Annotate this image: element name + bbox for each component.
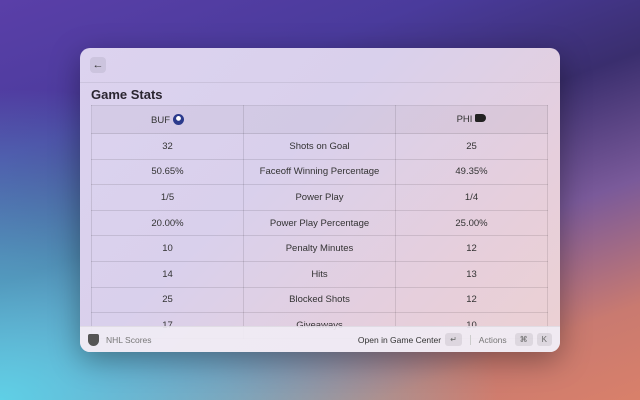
app-name: NHL Scores (106, 334, 152, 345)
table-row: 50.65% Faceoff Winning Percentage 49.35% (91, 158, 548, 186)
open-game-center-button[interactable]: Open in Game Center (357, 334, 442, 345)
cell-away: 25.00% (395, 209, 548, 237)
cell-away: 12 (395, 235, 548, 262)
table-row: 10 Penalty Minutes 12 (91, 235, 548, 262)
table-row: 14 Hits 13 (91, 260, 548, 288)
flyers-logo-icon (475, 114, 487, 122)
window: ← Game Stats BUF PHI 32 Shots on Goal 25 50… (80, 48, 560, 352)
cell-home: 25 (91, 286, 244, 314)
nhl-logo-icon (88, 333, 99, 346)
cell-stat: Power Play (243, 184, 396, 211)
table-row: 20.00% Power Play Percentage 25.00% (91, 209, 548, 237)
cell-home: 10 (91, 235, 244, 262)
cell-home: 32 (91, 133, 244, 160)
stats-table: BUF PHI 32 Shots on Goal 25 50.65% Faceoff W… (91, 105, 548, 339)
cell-away: 12 (395, 286, 548, 314)
table-row: 32 Shots on Goal 25 (91, 133, 548, 160)
cell-home: 14 (91, 260, 244, 288)
table-header: BUF PHI (91, 105, 548, 134)
cell-stat: Power Play Percentage (243, 209, 396, 237)
table-row: 25 Blocked Shots 12 (91, 286, 548, 314)
arrow-left-icon: ← (92, 59, 104, 71)
table-row: 1/5 Power Play 1/4 (91, 184, 548, 211)
enter-key-icon: ↵ (445, 333, 462, 346)
cell-stat: Penalty Minutes (243, 235, 396, 262)
cell-home: 20.00% (91, 209, 244, 237)
cell-away: 25 (395, 133, 548, 160)
cell-away: 1/4 (395, 184, 548, 211)
cell-stat: Blocked Shots (243, 286, 396, 314)
toolbar: ← (80, 48, 560, 83)
cell-away: 13 (395, 260, 548, 288)
cell-stat: Faceoff Winning Percentage (243, 158, 396, 186)
footer-bar: NHL Scores Open in Game Center ↵ Actions… (80, 326, 560, 352)
cell-home: 1/5 (91, 184, 244, 211)
cell-stat: Shots on Goal (243, 133, 396, 160)
command-key-icon: ⌘ (514, 333, 533, 346)
actions-button[interactable]: Actions (478, 334, 507, 345)
k-key: K (536, 333, 552, 346)
back-button[interactable]: ← (90, 57, 106, 73)
cell-stat: Hits (243, 260, 396, 288)
away-team: PHI (456, 114, 473, 125)
page-title: Game Stats (91, 87, 163, 102)
home-team: BUF (151, 114, 170, 126)
sabres-logo-icon (173, 113, 184, 125)
cell-away: 49.35% (395, 158, 548, 186)
cell-home: 50.65% (91, 158, 244, 186)
divider (469, 334, 471, 345)
